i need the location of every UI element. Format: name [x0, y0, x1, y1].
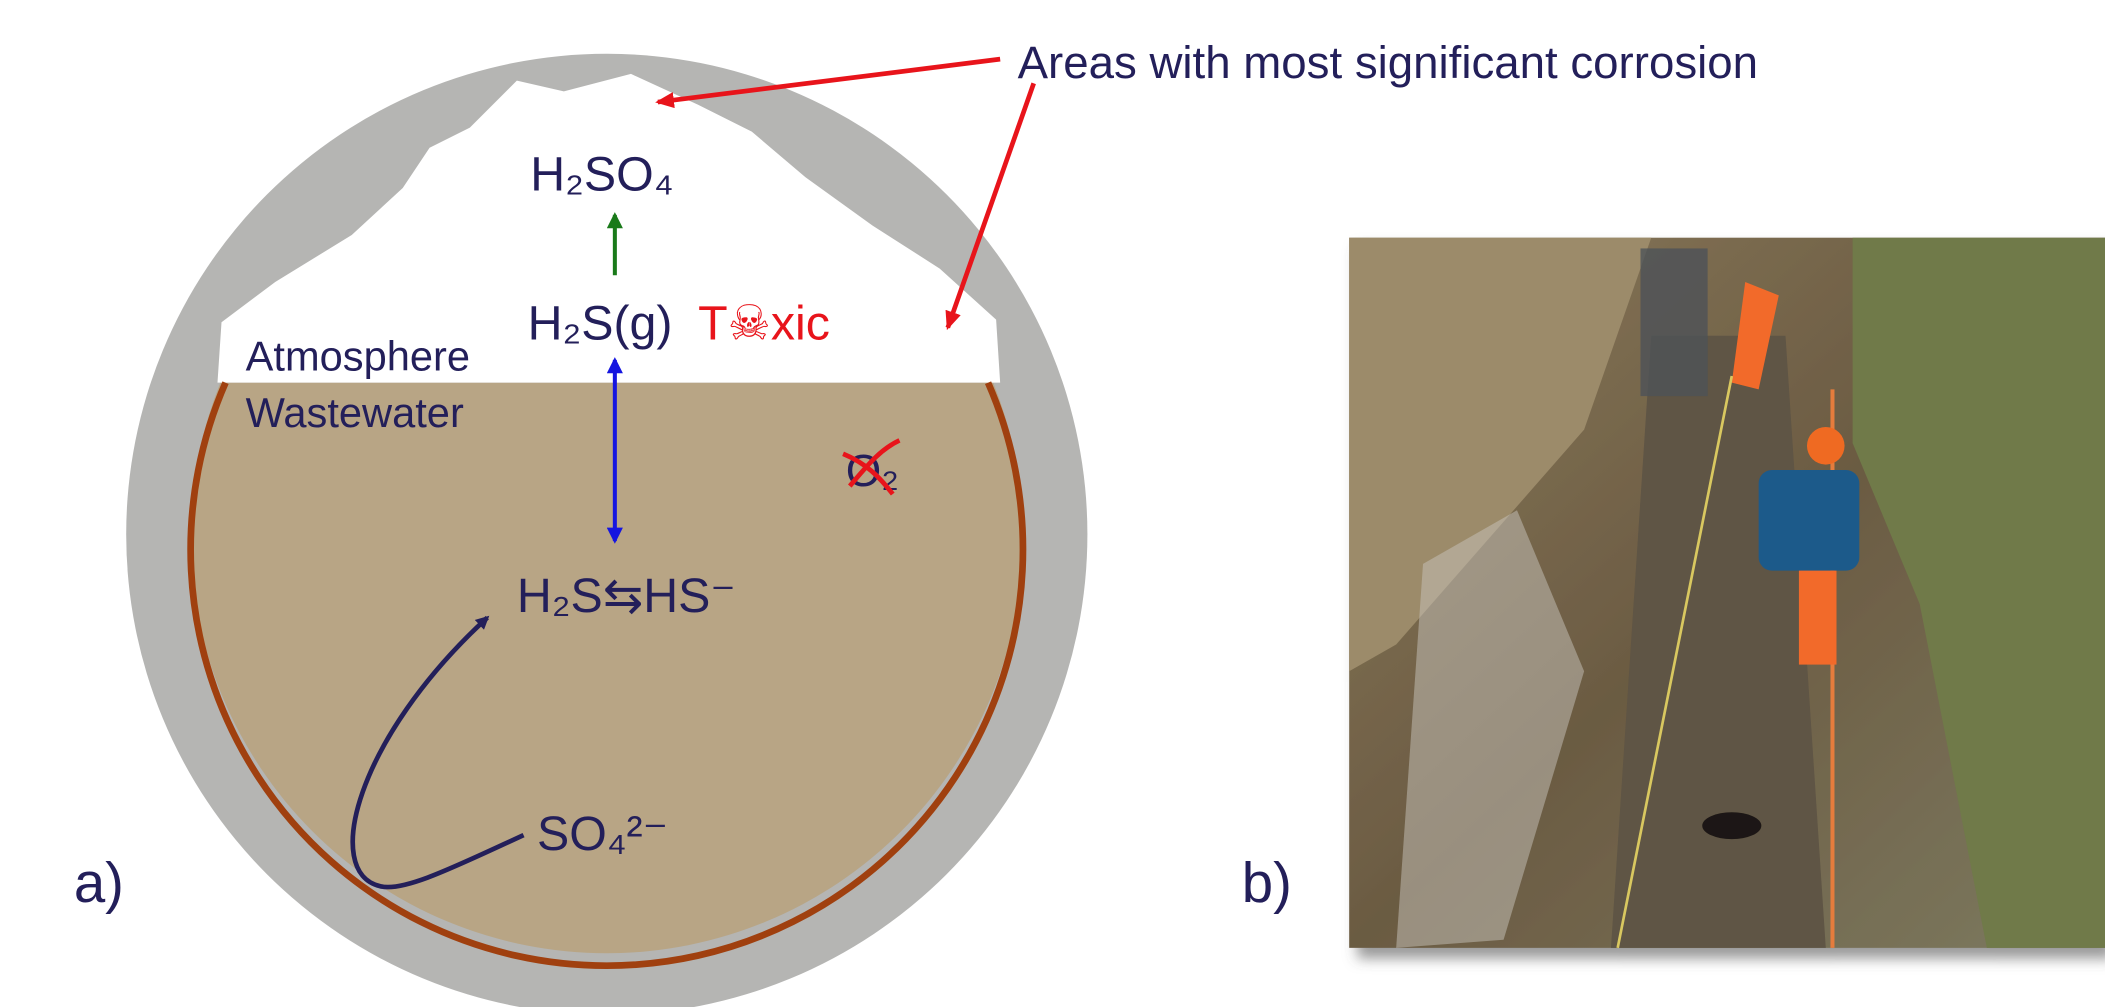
- panel-label: b): [1242, 851, 1292, 914]
- callout-arrow: [655, 56, 1001, 109]
- atmosphere-label: Atmosphere: [246, 333, 470, 380]
- wastewater-label: Wastewater: [246, 389, 464, 436]
- cross-out: [842, 438, 901, 496]
- equilibrium-label: H₂S⇆HS⁻: [517, 569, 736, 623]
- toxic-label: T☠xic: [698, 297, 830, 351]
- h2so4-label: H₂SO₄: [530, 148, 673, 202]
- trench-photo: [1349, 237, 2105, 949]
- callout-arrow: [945, 82, 1036, 331]
- atmosphere-space: [217, 73, 1001, 383]
- corrosion-line: [187, 381, 1027, 970]
- h2s-gas-label: H₂S(g): [528, 297, 673, 351]
- panel-label: a): [74, 851, 124, 914]
- sulfate-label: SO₄²⁻: [537, 807, 668, 861]
- callout-text: Areas with most significant corrosion: [1018, 37, 1758, 88]
- reduction-arrow: [350, 615, 525, 890]
